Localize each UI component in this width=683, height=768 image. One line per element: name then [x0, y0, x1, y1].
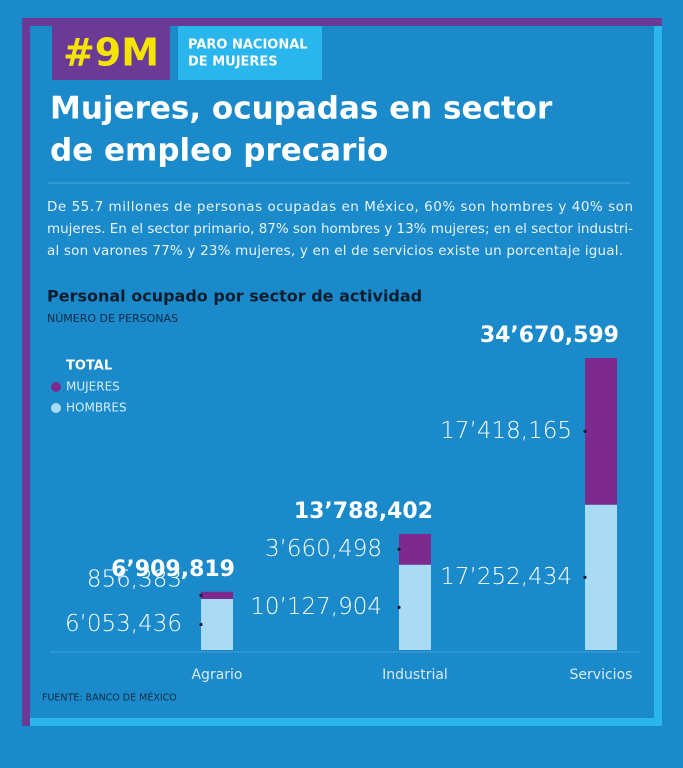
- total-label: 6’909,819: [111, 557, 235, 582]
- intro-line: mujeres. En el sector primario, 87% son …: [47, 221, 633, 237]
- intro-line: De 55.7 millones de personas ocupadas en…: [47, 199, 633, 215]
- legend-label: HOMBRES: [66, 401, 127, 415]
- x-tick-label: Servicios: [570, 667, 633, 683]
- bar-segment: [585, 358, 617, 505]
- badge-caption: DE MUJERES: [188, 55, 278, 70]
- bar-segment: [201, 591, 233, 600]
- badge-caption: PARO NACIONAL: [188, 38, 308, 53]
- intro-line: al son varones 77% y 23% mujeres, y en e…: [47, 243, 623, 259]
- value-label: 10’127,904: [250, 594, 382, 620]
- chart-title: Personal ocupado por sector de actividad: [47, 287, 422, 306]
- label-dot: [397, 605, 401, 609]
- value-label: 17’418,165: [440, 418, 572, 444]
- bar-segment: [399, 533, 431, 565]
- caption-box: [178, 26, 322, 80]
- x-tick-label: Agrario: [191, 667, 242, 683]
- bar-segment: [585, 504, 617, 650]
- chart-subtitle: NÚMERO DE PERSONAS: [47, 312, 178, 325]
- bar-segment: [201, 599, 233, 650]
- badge-box: [52, 26, 170, 80]
- value-label: 3’660,498: [265, 536, 382, 562]
- label-dot: [199, 622, 203, 627]
- source: FUENTE: BANCO DE MÉXICO: [42, 692, 177, 704]
- legend-swatch: [51, 403, 61, 413]
- value-label: 6’053,436: [65, 611, 182, 637]
- legend-title: TOTAL: [66, 359, 112, 374]
- label-dot: [199, 593, 203, 598]
- label-dot: [397, 547, 401, 551]
- legend-label: MUJERES: [66, 380, 120, 394]
- label-dot: [583, 575, 587, 579]
- total-label: 13’788,402: [294, 499, 433, 524]
- label-dot: [583, 429, 587, 433]
- headline: Mujeres, ocupadas en sector: [50, 91, 553, 127]
- legend-swatch: [51, 382, 61, 392]
- total-label: 34’670,599: [480, 323, 619, 348]
- panel: [30, 26, 654, 718]
- badge: #9M: [63, 31, 159, 75]
- x-tick-label: Industrial: [382, 667, 448, 683]
- headline: de empleo precario: [50, 133, 388, 169]
- value-label: 856,383: [87, 566, 182, 592]
- value-label: 17’252,434: [440, 564, 572, 590]
- bar-segment: [399, 564, 431, 650]
